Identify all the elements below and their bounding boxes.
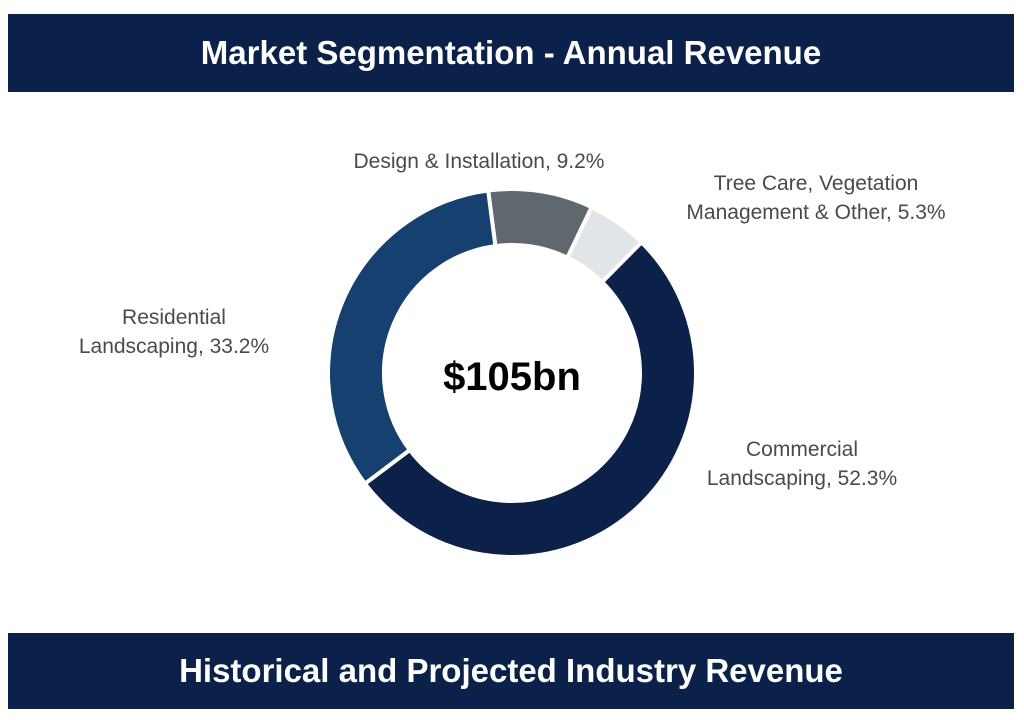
center-total-label: $105bn [443, 355, 581, 399]
section-banner: Historical and Projected Industry Revenu… [8, 633, 1014, 709]
donut-slice-2 [362, 239, 698, 559]
slice-label-line: Management & Other, 5.3% [686, 201, 945, 224]
slice-label-line: Commercial [746, 438, 858, 461]
slice-label-line: Tree Care, Vegetation [714, 172, 919, 195]
title-banner: Market Segmentation - Annual Revenue [8, 14, 1014, 92]
slice-label-2: Commercial Landscaping, 52.3% [707, 438, 897, 490]
donut-slice-3 [326, 188, 498, 487]
donut-slices [326, 187, 698, 559]
slice-label-0: Design & Installation, 9.2% [354, 150, 605, 173]
slice-label-line: Landscaping, 33.2% [79, 335, 269, 358]
slice-label-3: Residential Landscaping, 33.2% [79, 306, 269, 358]
chart-title: Market Segmentation - Annual Revenue [200, 34, 822, 71]
slice-label-1: Tree Care, Vegetation Management & Other,… [686, 172, 945, 224]
slice-labels: Design & Installation, 9.2% Tree Care, Ve… [79, 150, 946, 490]
section-title: Historical and Projected Industry Revenu… [179, 652, 843, 689]
slice-label-line: Residential [122, 306, 226, 329]
slice-label-line: Landscaping, 52.3% [707, 467, 897, 490]
slice-label-line: Design & Installation, 9.2% [354, 150, 605, 173]
